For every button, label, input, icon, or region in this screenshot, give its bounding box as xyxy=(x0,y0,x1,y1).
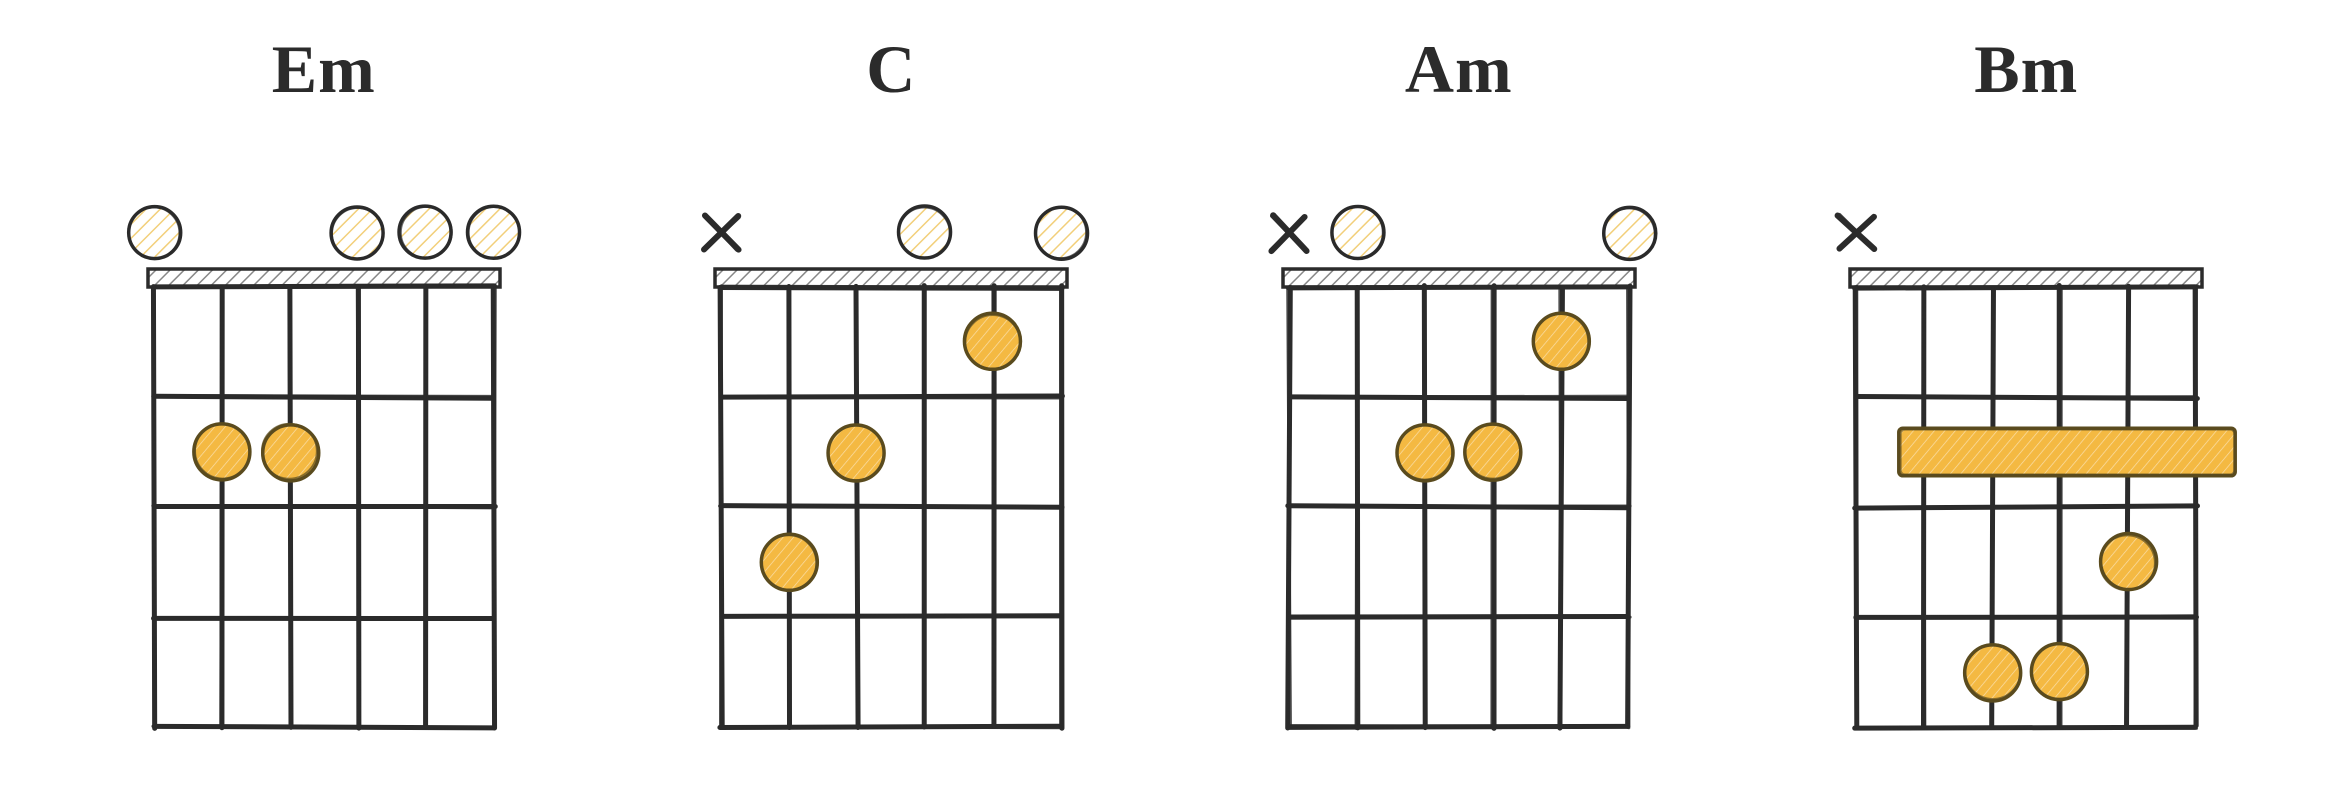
chord-bm: Bm xyxy=(1796,30,2256,767)
chord-em: Em xyxy=(94,30,554,767)
open-string-marker xyxy=(1331,207,1383,259)
chord-diagram xyxy=(1796,147,2256,767)
finger-marker xyxy=(1465,424,1521,481)
finger-marker xyxy=(828,425,884,481)
finger-marker xyxy=(2032,644,2088,700)
chord-am: Am xyxy=(1229,30,1689,767)
mute-string-marker xyxy=(704,215,739,249)
finger-marker xyxy=(2100,534,2157,591)
finger-marker xyxy=(965,313,1021,370)
mute-string-marker xyxy=(1271,215,1307,251)
chord-diagram xyxy=(94,147,554,767)
chord-name: Bm xyxy=(1974,30,2078,109)
chord-name: C xyxy=(866,30,916,109)
diagram-wrap xyxy=(1229,147,1689,767)
finger-marker xyxy=(1965,644,2021,701)
chord-diagram xyxy=(1229,147,1689,767)
chord-name: Am xyxy=(1405,30,1513,109)
finger-marker xyxy=(194,424,250,480)
open-string-marker xyxy=(1035,207,1088,259)
finger-marker xyxy=(1397,425,1453,481)
chord-c: C xyxy=(661,30,1121,767)
open-string-marker xyxy=(128,207,180,259)
open-string-marker xyxy=(331,207,383,259)
chord-chart-page: Em C Am Bm xyxy=(0,0,2350,800)
chord-name: Em xyxy=(272,30,376,109)
finger-marker xyxy=(1533,313,1589,369)
diagram-wrap xyxy=(94,147,554,767)
barre-marker xyxy=(1899,428,2235,476)
diagram-wrap xyxy=(1796,147,2256,767)
mute-string-marker xyxy=(1838,215,1875,250)
open-string-marker xyxy=(899,206,951,259)
open-string-marker xyxy=(1603,207,1655,259)
open-string-marker xyxy=(399,206,452,258)
finger-marker xyxy=(762,534,818,590)
finger-marker xyxy=(262,424,319,481)
diagram-wrap xyxy=(661,147,1121,767)
chord-diagram xyxy=(661,147,1121,767)
open-string-marker xyxy=(467,206,519,258)
